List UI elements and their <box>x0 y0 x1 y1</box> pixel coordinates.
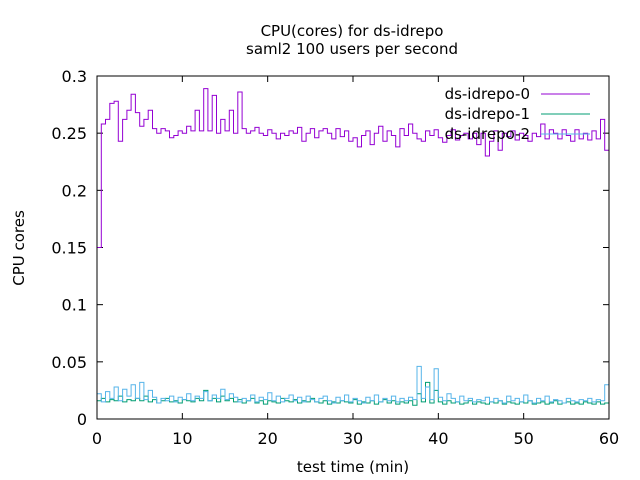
plot-series <box>97 88 609 406</box>
x-axis-title: test time (min) <box>297 458 409 476</box>
y-tick-label: 0.3 <box>62 67 87 86</box>
x-tick-label: 20 <box>257 429 277 448</box>
x-tick-label: 60 <box>599 429 619 448</box>
y-tick-label: 0.1 <box>62 296 87 315</box>
legend-label: ds-idrepo-2 <box>445 125 530 143</box>
x-tick-label: 0 <box>92 429 102 448</box>
axis-ticks: 0 10 20 30 40 50 60 0 0.05 0.1 0.15 0.2 0.25 0.3 <box>51 67 619 448</box>
y-tick-label: 0.25 <box>51 124 87 143</box>
series-line-ds-idrepo-2 <box>97 365 609 404</box>
y-tick-label: 0.2 <box>62 181 87 200</box>
x-tick-label: 40 <box>428 429 448 448</box>
legend-label: ds-idrepo-1 <box>445 105 530 123</box>
series-line-ds-idrepo-0 <box>97 88 609 248</box>
x-tick-label: 10 <box>172 429 192 448</box>
legend-label: ds-idrepo-0 <box>445 85 530 103</box>
y-tick-label: 0 <box>77 410 87 429</box>
x-tick-label: 30 <box>343 429 363 448</box>
y-tick-label: 0.15 <box>51 239 87 258</box>
chart-subtitle: saml2 100 users per second <box>246 40 458 58</box>
plot-border <box>96 75 610 420</box>
y-tick-label: 0.05 <box>51 353 87 372</box>
y-axis-title: CPU cores <box>10 210 28 286</box>
x-tick-label: 50 <box>513 429 533 448</box>
chart-title: CPU(cores) for ds-idrepo <box>261 22 444 40</box>
legend: ds-idrepo-0 ds-idrepo-1 ds-idrepo-2 <box>445 85 590 143</box>
